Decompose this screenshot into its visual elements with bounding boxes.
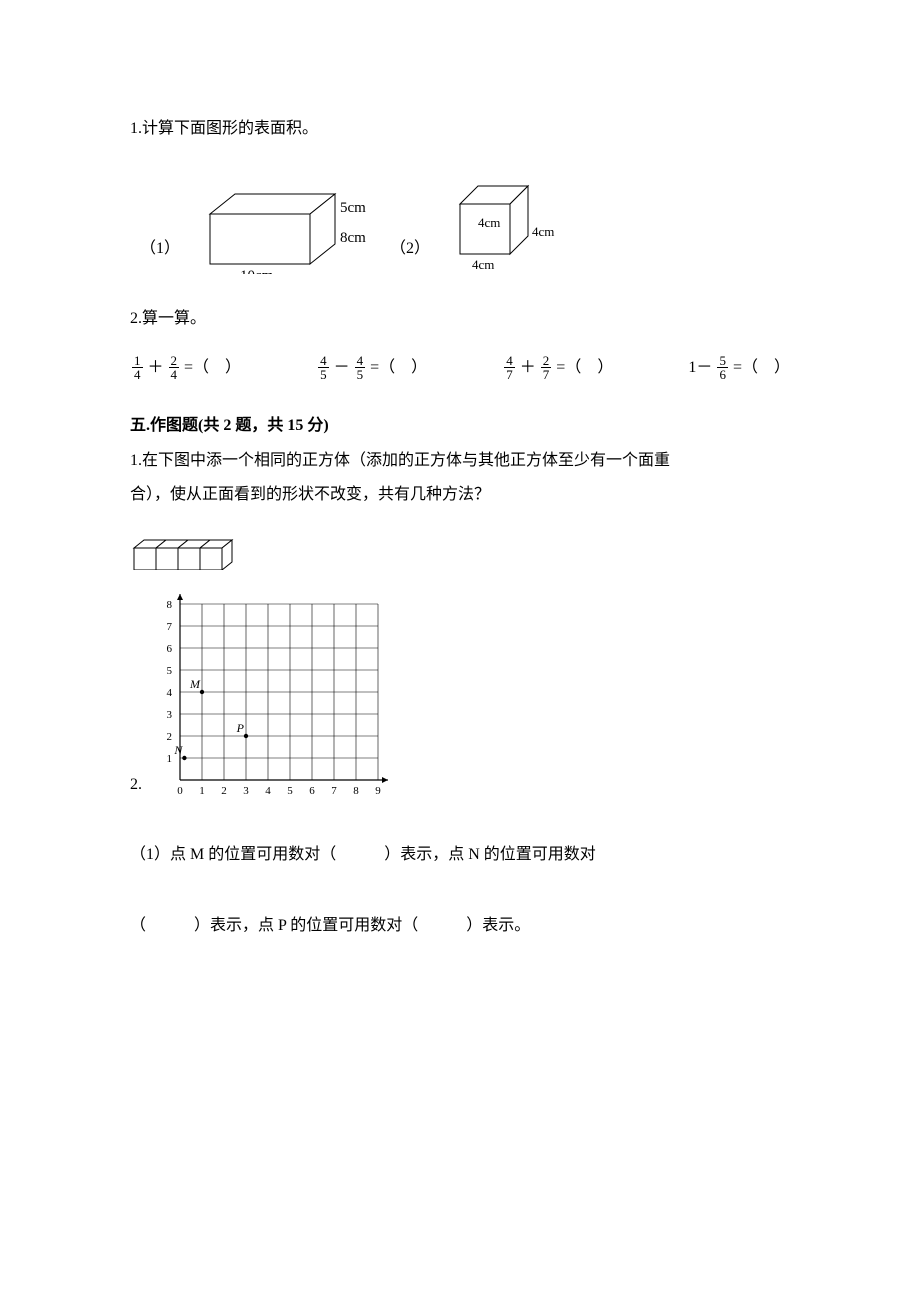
eq3-a-num: 4 xyxy=(504,354,515,368)
fig1-label: （1） xyxy=(140,234,180,264)
eq4-tail: =（ ） xyxy=(733,353,790,383)
svg-text:0: 0 xyxy=(177,785,183,797)
eq2-b-num: 4 xyxy=(355,354,366,368)
svg-text:8: 8 xyxy=(167,599,173,611)
eq4-b-num: 5 xyxy=(717,354,728,368)
fig2-label: （2） xyxy=(390,234,430,264)
svg-text:2: 2 xyxy=(221,785,227,797)
eq1-a-den: 4 xyxy=(132,368,143,381)
question-1-text: 1.计算下面图形的表面积。 xyxy=(130,114,790,144)
svg-text:3: 3 xyxy=(243,785,249,797)
eq3-a-den: 7 xyxy=(504,368,515,381)
equation-3: 47 ＋ 27 =（ ） xyxy=(502,353,613,383)
eq3-tail: =（ ） xyxy=(556,353,613,383)
svg-text:P: P xyxy=(236,721,245,735)
cuboid-figure: 5cm 8cm 10cm xyxy=(200,184,370,274)
eq3-op: ＋ xyxy=(520,353,536,383)
svg-text:9: 9 xyxy=(375,785,381,797)
eq3-b-num: 2 xyxy=(541,354,552,368)
svg-text:8: 8 xyxy=(353,785,359,797)
svg-text:4: 4 xyxy=(167,687,173,699)
eq2-b-den: 5 xyxy=(355,368,366,381)
eq1-tail: =（ ） xyxy=(184,353,241,383)
svg-text:3: 3 xyxy=(167,709,173,721)
eq1-b-num: 2 xyxy=(169,354,180,368)
svg-text:1: 1 xyxy=(167,753,173,765)
eq2-op: － xyxy=(334,353,350,383)
section5-sub1: （1）点 M 的位置可用数对（ ）表示，点 N 的位置可用数对 xyxy=(130,840,790,870)
cube-row-figure xyxy=(130,530,790,570)
equation-4: 1－ 56 =（ ） xyxy=(688,353,790,383)
section5-q1-line1: 1.在下图中添一个相同的正方体（添加的正方体与其他正方体至少有一个面重 xyxy=(130,446,790,476)
cuboid-d-label: 8cm xyxy=(340,230,366,246)
svg-text:5: 5 xyxy=(167,665,173,677)
svg-text:4: 4 xyxy=(265,785,271,797)
svg-text:6: 6 xyxy=(309,785,315,797)
svg-text:5: 5 xyxy=(287,785,293,797)
svg-text:N: N xyxy=(173,743,183,757)
cuboid-h-label: 5cm xyxy=(340,200,366,216)
eq4-lead: 1－ xyxy=(688,353,712,383)
cuboid-w-label: 10cm xyxy=(240,268,274,274)
section5-q1-line2: 合），使从正面看到的形状不改变，共有几种方法？ xyxy=(130,480,790,510)
svg-text:7: 7 xyxy=(167,621,173,633)
eq2-a-num: 4 xyxy=(318,354,329,368)
eq1-a-num: 1 xyxy=(132,354,143,368)
section5-q2-label: 2. xyxy=(130,770,142,800)
eq1-op: ＋ xyxy=(148,353,164,383)
coordinate-grid: 0 1 2 3 4 5 6 7 8 9 1 2 3 4 5 6 7 8 M N P xyxy=(150,590,400,800)
svg-text:1: 1 xyxy=(199,785,205,797)
cube-figure: 4cm 4cm 4cm xyxy=(450,174,570,274)
svg-text:M: M xyxy=(189,677,201,691)
eq2-a-den: 5 xyxy=(318,368,329,381)
cube-a-label: 4cm xyxy=(478,215,500,230)
eq2-tail: =（ ） xyxy=(370,353,427,383)
eq3-b-den: 7 xyxy=(541,368,552,381)
equation-2: 45 － 45 =（ ） xyxy=(316,353,427,383)
eq4-b-den: 6 xyxy=(717,368,728,381)
section-5-title: 五.作图题(共 2 题，共 15 分) xyxy=(130,411,790,441)
svg-text:6: 6 xyxy=(167,643,173,655)
svg-text:2: 2 xyxy=(167,731,173,743)
cube-b-label: 4cm xyxy=(532,224,554,239)
cube-c-label: 4cm xyxy=(472,257,494,272)
question-2-text: 2.算一算。 xyxy=(130,304,790,334)
section5-sub2: （ ）表示，点 P 的位置可用数对（ ）表示。 xyxy=(130,911,790,941)
equation-row: 14 ＋ 24 =（ ） 45 － 45 =（ ） 47 ＋ 27 =（ ） 1… xyxy=(130,353,790,383)
equation-1: 14 ＋ 24 =（ ） xyxy=(130,353,241,383)
eq1-b-den: 4 xyxy=(169,368,180,381)
figure-row-1: （1） 5cm 8cm 10cm （2） 4cm 4cm 4cm xyxy=(140,174,790,274)
svg-text:7: 7 xyxy=(331,785,337,797)
